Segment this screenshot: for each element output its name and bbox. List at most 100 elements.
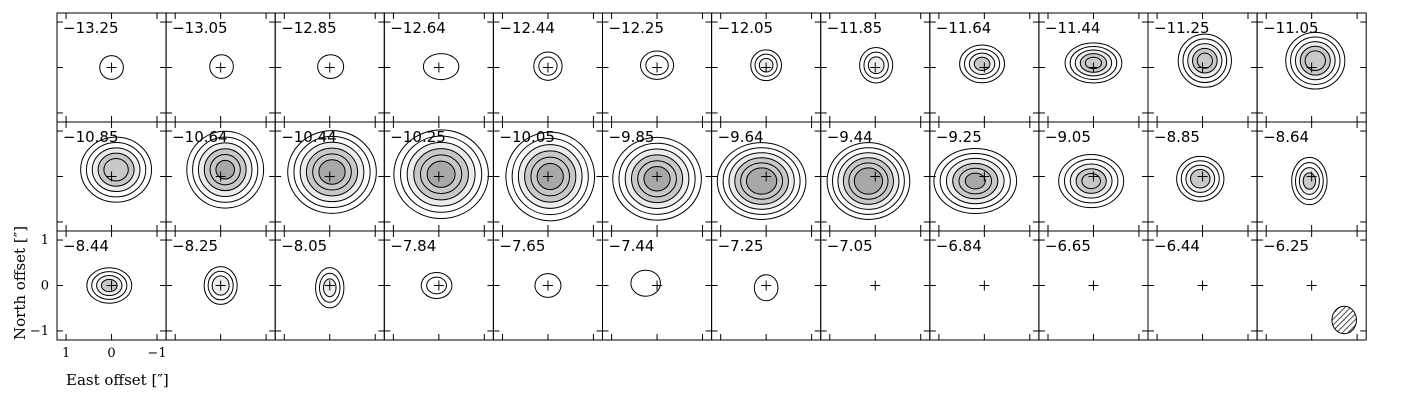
contour [186, 130, 265, 209]
contour [1177, 33, 1232, 88]
channel-panel: −10.64 [165, 121, 276, 232]
contour [203, 266, 238, 305]
contour [753, 274, 779, 302]
contour [318, 159, 346, 185]
channel-panel: −6.84 [929, 230, 1040, 341]
channel-panel: −9.25 [929, 121, 1040, 232]
contour [1064, 42, 1123, 84]
channel-panel: −10.05 [492, 121, 603, 232]
channel-panel: −7.05 [820, 230, 931, 341]
channel-panel: −12.64 [383, 12, 494, 123]
channel-panel: −9.44 [820, 121, 931, 232]
contour [1182, 38, 1228, 84]
contour [400, 135, 483, 213]
y-tick-label: 1 [41, 233, 49, 248]
contour [745, 167, 778, 195]
contour [192, 136, 259, 203]
channel-panel: −7.84 [383, 230, 494, 341]
contour [640, 50, 675, 80]
contour [209, 54, 234, 79]
channel-panel: −8.25 [165, 230, 276, 341]
contour [538, 56, 558, 76]
channel-panel: −8.64 [1256, 121, 1367, 232]
contour [832, 147, 905, 215]
velocity-label: −12.25 [609, 19, 665, 37]
beam-ellipse [1331, 305, 1357, 335]
velocity-label: −6.65 [1045, 237, 1091, 255]
contour [533, 51, 563, 81]
y-tick-label: 0 [41, 279, 49, 294]
contour [1291, 156, 1328, 206]
contour [853, 167, 884, 195]
channel-panel: −7.65 [492, 230, 603, 341]
velocity-label: −11.64 [936, 19, 992, 37]
velocity-label: −9.25 [936, 128, 982, 146]
contour [315, 267, 345, 309]
velocity-label: −9.44 [827, 128, 873, 146]
contour [317, 54, 345, 79]
channel-panel: −8.05 [274, 230, 385, 341]
velocity-label: −8.85 [1154, 128, 1200, 146]
channel-panel: −12.25 [602, 12, 713, 123]
panels-group: −13.25 −13.05 −12.85 −12.64 −12.44 −12.25 −12.… [30, 12, 1367, 361]
contour [867, 56, 885, 75]
y-axis-label: North offset [″] [11, 226, 29, 340]
contour [1196, 52, 1213, 69]
contour [716, 142, 807, 220]
contour [91, 271, 128, 300]
contour [973, 56, 991, 71]
channel-panel: −9.64 [711, 121, 822, 232]
channel-panel: −8.85 [1147, 121, 1258, 232]
channel-panel: −13.25 [56, 12, 167, 123]
contour [505, 131, 596, 222]
y-tick-label: −1 [30, 324, 49, 339]
channel-panel: −11.05 [1256, 12, 1367, 123]
contour [863, 51, 889, 79]
contour [534, 273, 562, 298]
contour [319, 272, 341, 303]
velocity-label: −10.85 [63, 128, 119, 146]
velocity-label: −6.44 [1154, 237, 1200, 255]
velocity-label: −6.84 [936, 237, 982, 255]
contour [754, 53, 778, 77]
velocity-label: −12.64 [390, 19, 446, 37]
contour [99, 55, 124, 80]
velocity-label: −8.44 [63, 237, 109, 255]
channel-panel: −10.85 [56, 121, 167, 232]
channel-panel: −10.25 [383, 121, 494, 232]
x-tick-label: −1 [147, 346, 166, 361]
velocity-label: −7.84 [390, 237, 436, 255]
contour [1063, 158, 1119, 204]
velocity-label: −13.05 [172, 19, 228, 37]
velocity-label: −10.64 [172, 128, 228, 146]
velocity-label: −7.44 [609, 237, 655, 255]
velocity-label: −11.85 [827, 19, 883, 37]
velocity-label: −11.44 [1045, 19, 1101, 37]
contour [1058, 153, 1125, 209]
velocity-label: −10.44 [281, 128, 337, 146]
contour [959, 44, 1006, 84]
velocity-label: −12.44 [499, 19, 555, 37]
contour [618, 142, 696, 215]
contour [393, 129, 489, 220]
velocity-label: −8.05 [281, 237, 327, 255]
contour [826, 142, 911, 220]
contour [86, 267, 133, 304]
contour [630, 269, 661, 297]
contour [645, 55, 669, 76]
channel-panel: −11.64 [929, 12, 1040, 123]
contour [1295, 162, 1324, 201]
contour [750, 49, 783, 82]
contour [939, 152, 1011, 210]
velocity-label: −10.25 [390, 128, 446, 146]
channel-panel: −7.25 [711, 230, 822, 341]
velocity-label: −12.05 [718, 19, 774, 37]
velocity-label: −8.25 [172, 237, 218, 255]
channel-panel: −12.44 [492, 12, 603, 123]
contour [964, 48, 1001, 80]
contour [293, 135, 371, 208]
channel-panel: −6.44 [1147, 230, 1258, 341]
velocity-label: −6.25 [1263, 237, 1309, 255]
contour [287, 130, 377, 214]
